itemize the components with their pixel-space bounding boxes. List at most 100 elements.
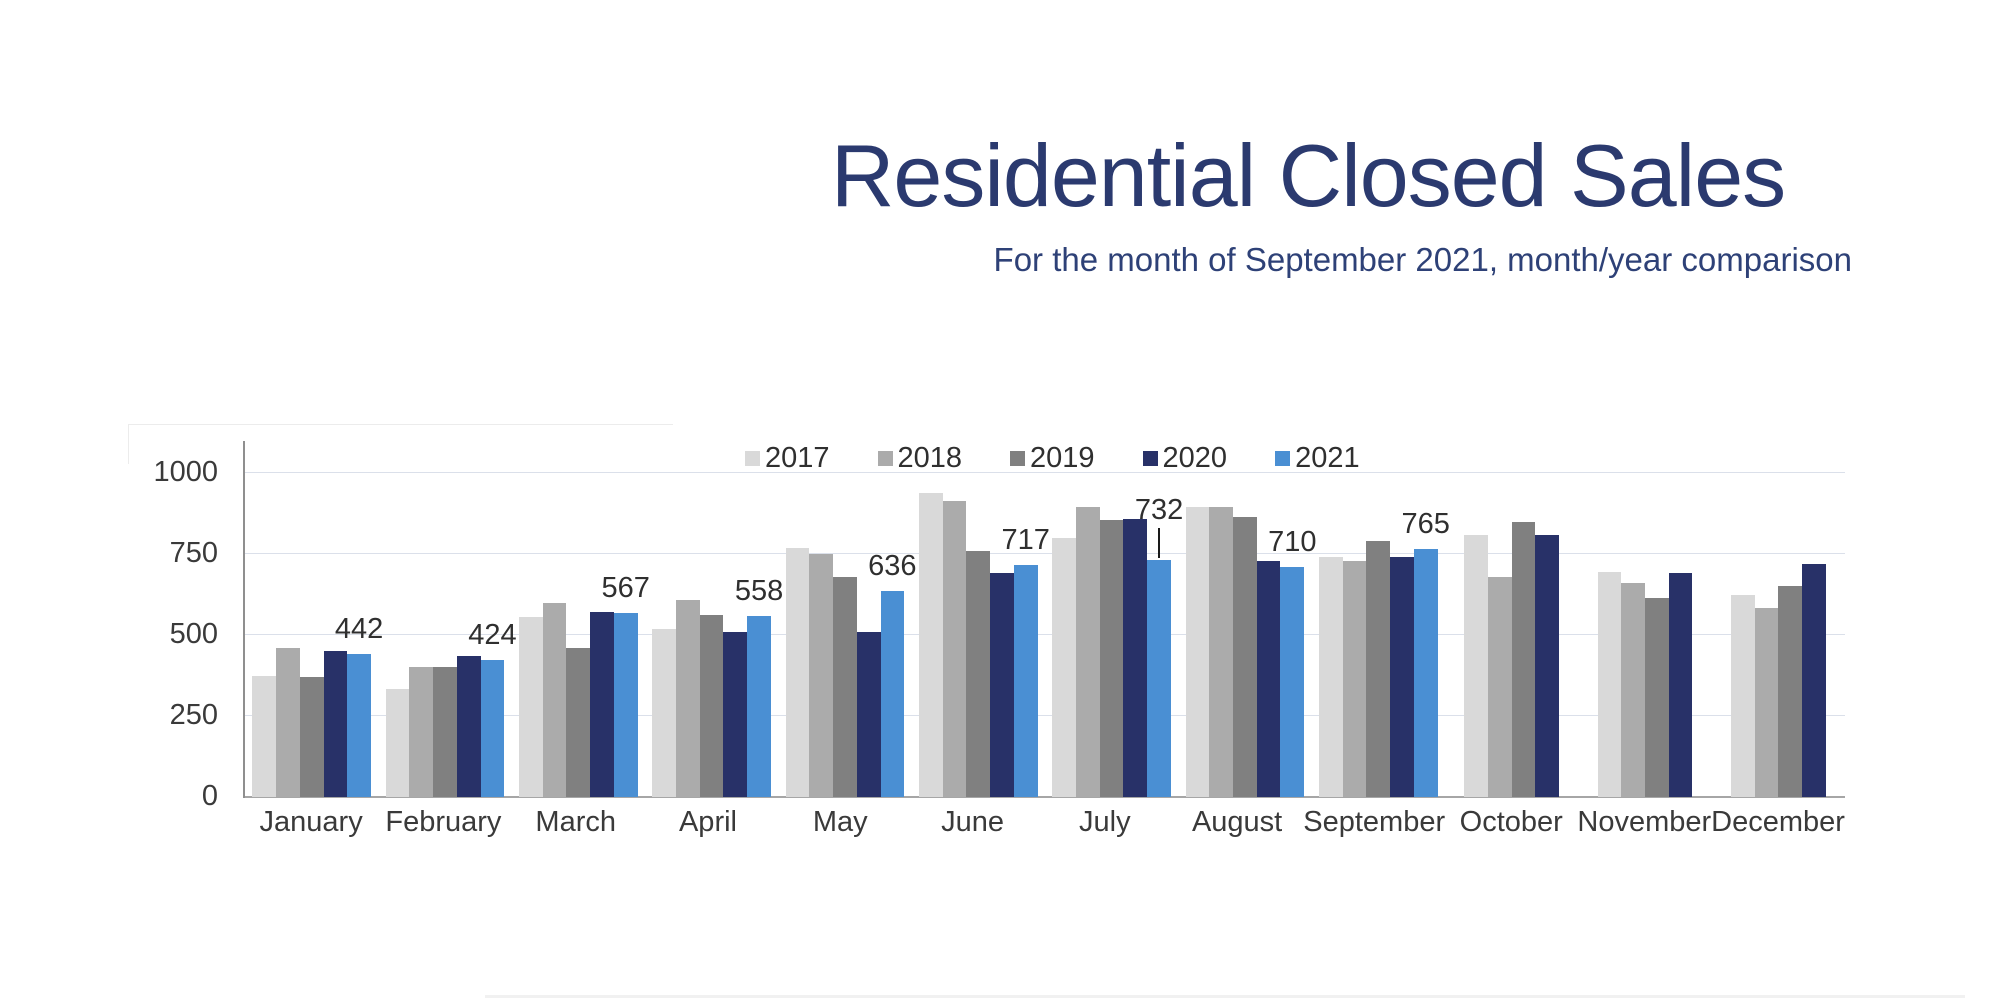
bar-january-2020 (323, 651, 348, 797)
bar-april-2019 (699, 614, 724, 797)
bar-september-2018 (1342, 560, 1367, 797)
month-group-september: 765 (1312, 473, 1450, 797)
bar-december-2020 (1801, 563, 1826, 797)
month-group-august: 710 (1178, 473, 1317, 797)
bar-november-2019 (1644, 597, 1669, 797)
y-axis-line (243, 441, 245, 798)
month-group-january: 442 (245, 473, 383, 797)
bar-november-2018 (1621, 583, 1645, 797)
bar-april-2017 (652, 628, 677, 797)
legend-label-2017: 2017 (765, 441, 830, 474)
bar-july-2020 (1123, 519, 1148, 797)
bar-may-2018 (809, 554, 834, 797)
bar-october-2018 (1487, 576, 1512, 797)
month-group-march: 567 (512, 473, 650, 797)
bar-april-2018 (676, 600, 700, 797)
bar-august-2021 (1280, 567, 1305, 797)
bar-august-2018 (1209, 507, 1234, 797)
x-label-march: March (535, 806, 616, 838)
legend-entry-2017: 2017 (745, 442, 830, 474)
y-tick-label-500: 500 (169, 618, 218, 650)
bar-march-2020 (590, 611, 614, 797)
bars-row: 442 424 567 558 636 717 732 710 765 (245, 473, 1845, 797)
bar-may-2019 (833, 576, 857, 797)
bar-february-2020 (456, 656, 481, 797)
bar-april-2021 (747, 616, 771, 797)
bar-august-2020 (1256, 561, 1281, 797)
bar-june-2017 (919, 493, 943, 797)
bar-february-2017 (385, 688, 410, 797)
month-group-february: 424 (378, 473, 517, 797)
month-group-june: 717 (912, 473, 1050, 797)
month-group-april: 558 (645, 473, 783, 797)
legend-label-2020: 2020 (1162, 441, 1228, 474)
bar-september-2021 (1413, 549, 1438, 797)
gridline-500 (245, 634, 1845, 635)
bar-november-2020 (1668, 573, 1693, 797)
page-bottom-divider (485, 995, 1965, 998)
bar-december-2018 (1754, 607, 1779, 797)
data-label-march: 567 (601, 572, 650, 605)
x-label-april: April (678, 806, 737, 838)
legend-label-2018: 2018 (897, 441, 963, 474)
x-label-june: June (941, 806, 1004, 838)
y-tick-label-750: 750 (169, 537, 218, 569)
gridline-0 (245, 796, 1845, 798)
page-title: Residential Closed Sales (830, 126, 1786, 225)
bar-july-2018 (1076, 507, 1100, 797)
bar-january-2018 (276, 648, 300, 797)
data-label-january: 442 (334, 612, 384, 645)
x-label-november: November (1577, 806, 1712, 838)
x-label-september: September (1303, 806, 1446, 838)
legend-entry-2021: 2021 (1275, 442, 1360, 474)
y-tick-label-1000: 1000 (153, 456, 218, 488)
bar-september-2017 (1319, 557, 1343, 797)
bar-june-2019 (966, 550, 991, 797)
data-label-april: 558 (734, 575, 784, 608)
bar-june-2021 (1013, 564, 1038, 797)
y-tick-label-0: 0 (201, 780, 218, 812)
gridline-1000 (245, 472, 1845, 473)
bar-october-2020 (1535, 534, 1559, 797)
month-group-october (1445, 473, 1578, 797)
bar-january-2021 (347, 653, 371, 797)
bar-march-2017 (519, 617, 543, 797)
data-label-august: 710 (1268, 525, 1317, 558)
bar-august-2019 (1233, 516, 1257, 797)
bar-february-2018 (409, 667, 434, 797)
bar-december-2019 (1778, 586, 1802, 797)
bar-february-2021 (480, 659, 505, 797)
x-label-october: October (1459, 806, 1563, 838)
data-label-july: 732 (1134, 493, 1184, 526)
legend-entry-2018: 2018 (877, 441, 963, 474)
legend-entry-2020: 2020 (1142, 441, 1228, 474)
data-label-september: 765 (1401, 508, 1450, 541)
bar-october-2019 (1511, 522, 1536, 797)
bar-july-2017 (1052, 537, 1077, 797)
chart-frame-border-top (128, 424, 673, 425)
bar-march-2021 (613, 613, 638, 797)
y-axis-tick-labels: 0 250 500 750 1000 (95, 458, 230, 811)
month-group-july: 732 (1045, 473, 1183, 797)
bar-march-2018 (542, 602, 567, 797)
bar-november-2017 (1597, 571, 1622, 797)
x-label-january: January (259, 806, 363, 838)
legend-swatch-2017 (745, 450, 760, 466)
gridline-250 (245, 715, 1845, 716)
legend-swatch-2020 (1142, 450, 1158, 466)
bar-august-2017 (1185, 507, 1210, 797)
bar-july-2021 (1147, 559, 1171, 797)
data-label-may: 636 (868, 549, 917, 582)
legend-label-2021: 2021 (1295, 441, 1360, 474)
data-label-leader-line-july (1158, 527, 1161, 558)
bar-may-2021 (880, 590, 905, 797)
month-group-december (1712, 473, 1845, 797)
x-label-july: July (1079, 806, 1131, 838)
x-label-august: August (1191, 806, 1283, 838)
bar-june-2018 (942, 500, 967, 797)
legend-swatch-2018 (877, 450, 893, 466)
chart-frame-border-left (128, 424, 129, 464)
bar-march-2019 (566, 648, 591, 797)
bar-april-2020 (723, 631, 748, 797)
data-label-june: 717 (1001, 523, 1050, 556)
